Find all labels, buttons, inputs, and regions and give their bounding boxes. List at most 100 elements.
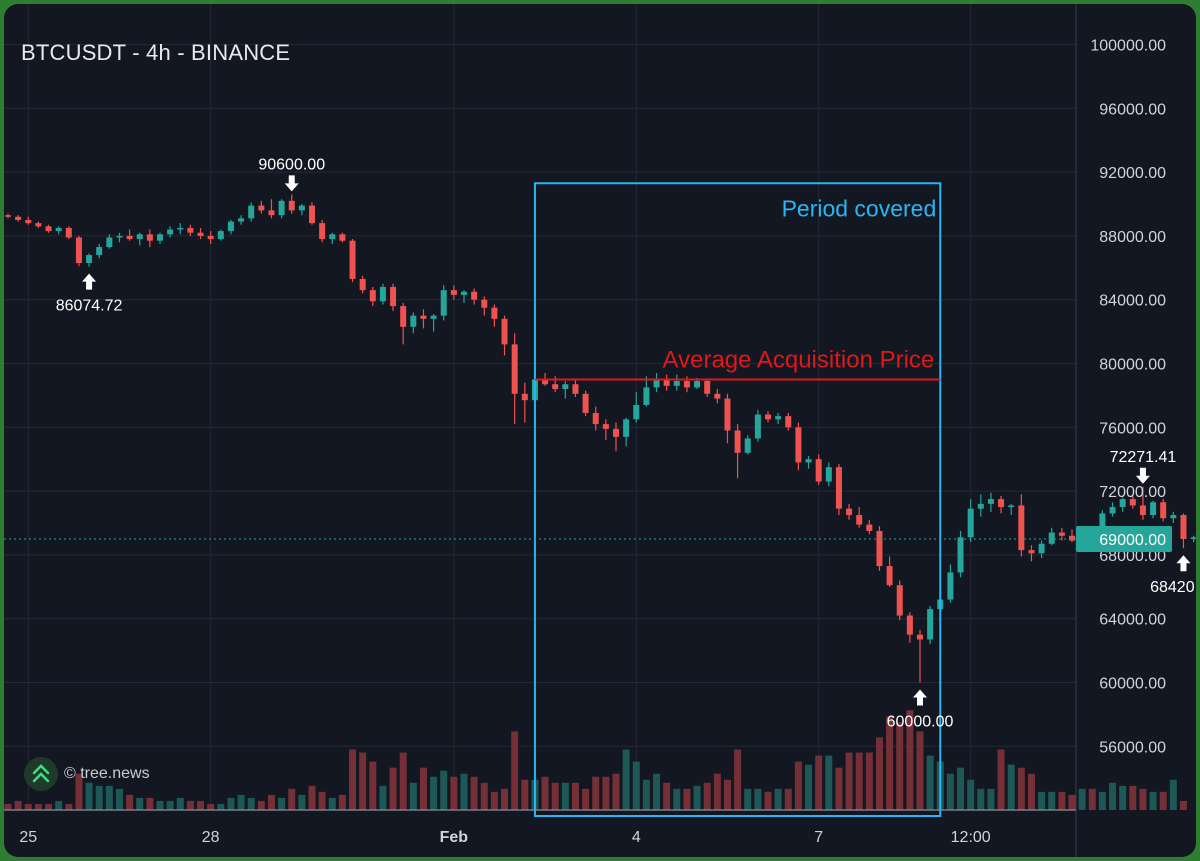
volume-bar bbox=[1159, 791, 1167, 810]
candle-body bbox=[1160, 502, 1167, 519]
candle-body bbox=[329, 234, 336, 240]
volume-bar bbox=[1078, 788, 1086, 810]
volume-bar bbox=[744, 788, 752, 810]
candle-body bbox=[825, 467, 832, 482]
volume-bar bbox=[227, 797, 235, 810]
candle-body bbox=[846, 508, 853, 516]
volume-bar bbox=[338, 794, 346, 810]
candle-body bbox=[501, 318, 508, 345]
volume-bar bbox=[521, 779, 529, 810]
volume-bar bbox=[207, 803, 215, 810]
candle-body bbox=[754, 414, 761, 439]
volume-bar bbox=[632, 761, 640, 810]
candle-body bbox=[339, 234, 346, 241]
candle-body bbox=[420, 315, 427, 319]
volume-bar bbox=[490, 791, 498, 810]
candle-body bbox=[25, 219, 32, 224]
volume-bar bbox=[1179, 800, 1187, 810]
volume-bar bbox=[551, 782, 559, 810]
candle-body bbox=[309, 205, 315, 224]
volume-bar bbox=[734, 749, 742, 810]
volume-bar bbox=[1038, 791, 1046, 810]
candle-body bbox=[744, 438, 751, 453]
candle-body bbox=[359, 278, 366, 291]
y-tick-label: 100000.00 bbox=[1090, 38, 1166, 55]
volume-bar bbox=[815, 755, 823, 810]
candle-body bbox=[1180, 515, 1187, 539]
candle-body bbox=[795, 427, 802, 463]
volume-bar bbox=[288, 788, 296, 810]
volume-bar bbox=[977, 788, 985, 810]
price-annotation-label: 72271.41 bbox=[1110, 449, 1177, 466]
volume-bar bbox=[470, 776, 478, 810]
candle-body bbox=[5, 215, 11, 217]
chart-title: BTCUSDT - 4h - BINANCE bbox=[21, 40, 291, 65]
price-annotation-label: 86074.72 bbox=[56, 298, 123, 315]
volume-bar bbox=[653, 773, 661, 810]
volume-bar bbox=[24, 803, 32, 810]
candle-body bbox=[167, 229, 174, 235]
candle-body bbox=[704, 381, 711, 394]
candle-body bbox=[1129, 499, 1136, 506]
volume-bar bbox=[136, 797, 144, 810]
candle-body bbox=[86, 255, 93, 264]
y-tick-label: 84000.00 bbox=[1099, 293, 1166, 310]
candle-body bbox=[623, 419, 630, 437]
candle-body bbox=[35, 223, 42, 227]
candle-body bbox=[653, 379, 660, 388]
tree-news-logo-icon bbox=[24, 757, 58, 791]
candle-body bbox=[987, 499, 994, 504]
candle-body bbox=[602, 424, 609, 429]
candle-body bbox=[957, 537, 964, 573]
candle-body bbox=[765, 414, 771, 420]
volume-bar bbox=[328, 797, 336, 810]
volume-bar bbox=[967, 779, 975, 810]
volume-bar bbox=[612, 773, 620, 810]
candle-body bbox=[1139, 505, 1146, 516]
volume-bar bbox=[845, 752, 853, 810]
arrow-up-icon bbox=[1176, 555, 1191, 572]
candle-body bbox=[15, 216, 22, 220]
y-tick-label: 72000.00 bbox=[1099, 484, 1166, 501]
candle-body bbox=[268, 210, 275, 216]
candle-body bbox=[785, 416, 792, 428]
avg-acquisition-label: Average Acquisition Price bbox=[663, 346, 935, 373]
volume-bar bbox=[541, 776, 549, 810]
candle-body bbox=[876, 530, 883, 567]
volume-bar bbox=[217, 803, 225, 810]
candle-body bbox=[450, 290, 457, 295]
candle-body bbox=[177, 227, 184, 230]
candle-body bbox=[613, 428, 619, 437]
candle-body bbox=[1109, 507, 1116, 514]
volume-bar bbox=[1048, 791, 1056, 810]
volume-bar bbox=[774, 788, 782, 810]
volume-bar bbox=[369, 761, 377, 810]
volume-bar bbox=[602, 776, 610, 810]
candle-body bbox=[896, 585, 903, 616]
volume-bar bbox=[957, 767, 965, 810]
arrow-up-icon bbox=[913, 689, 927, 706]
volume-bar bbox=[399, 752, 407, 810]
candle-body bbox=[1048, 532, 1055, 544]
candle-body bbox=[1190, 537, 1196, 539]
volume-bar bbox=[1129, 785, 1137, 810]
y-tick-label: 60000.00 bbox=[1099, 676, 1166, 693]
y-tick-label: 76000.00 bbox=[1099, 420, 1166, 437]
volume-bar bbox=[713, 773, 721, 810]
candle-body bbox=[227, 221, 234, 232]
candle-body bbox=[1028, 550, 1035, 554]
volume-bar bbox=[754, 788, 762, 810]
y-tick-label: 68000.00 bbox=[1099, 548, 1166, 565]
candle-body bbox=[1069, 535, 1075, 541]
candle-body bbox=[998, 499, 1005, 508]
candle-body bbox=[319, 223, 326, 240]
volume-bar bbox=[95, 785, 103, 810]
volume-bar bbox=[257, 800, 265, 810]
candle-body bbox=[805, 459, 812, 463]
volume-bar bbox=[409, 782, 417, 810]
candle-body bbox=[835, 467, 842, 509]
x-tick-label: 4 bbox=[632, 829, 641, 846]
x-tick-label: 28 bbox=[202, 829, 220, 846]
volume-bar bbox=[896, 722, 904, 810]
volume-bar bbox=[794, 761, 802, 810]
